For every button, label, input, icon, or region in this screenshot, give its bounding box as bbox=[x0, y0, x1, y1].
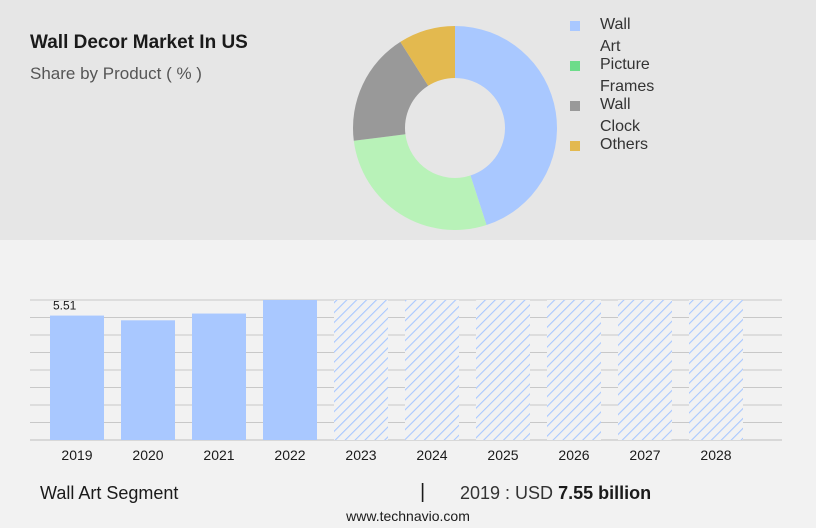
bar-2024 bbox=[405, 300, 459, 440]
x-tick-label: 2027 bbox=[629, 447, 660, 463]
bar-2020 bbox=[121, 320, 175, 440]
segment-label: Wall Art Segment bbox=[40, 483, 179, 503]
bar-2021 bbox=[192, 313, 246, 440]
x-tick-label: 2020 bbox=[132, 447, 163, 463]
donut-chart bbox=[353, 26, 557, 230]
chart-subtitle: Share by Product ( % ) bbox=[30, 64, 202, 83]
slice-wall-clock bbox=[353, 41, 429, 141]
legend-swatch-wall-art bbox=[570, 21, 580, 31]
bar-2023 bbox=[334, 300, 388, 440]
legend-swatch-wall-clock bbox=[570, 101, 580, 111]
x-tick-label: 2022 bbox=[274, 447, 305, 463]
x-tick-label: 2024 bbox=[416, 447, 447, 463]
bar-2027 bbox=[618, 300, 672, 440]
chart-title: Wall Decor Market In US bbox=[30, 32, 248, 53]
bar-2025 bbox=[476, 300, 530, 440]
legend-label: Wall Clock bbox=[600, 96, 641, 135]
bar-2022 bbox=[263, 300, 317, 440]
x-tick-label: 2021 bbox=[203, 447, 234, 463]
data-label: 5.51 bbox=[53, 299, 77, 313]
source-url: www.technavio.com bbox=[346, 508, 470, 524]
bar-2019 bbox=[50, 315, 104, 440]
segment-value: 2019 : USD 7.55 billion bbox=[460, 483, 651, 504]
x-tick-label: 2023 bbox=[345, 447, 376, 463]
x-tick-label: 2019 bbox=[61, 447, 92, 463]
slice-wall-art bbox=[455, 26, 557, 226]
footer-separator: | bbox=[420, 481, 426, 503]
legend-swatch-others bbox=[570, 141, 580, 151]
legend-label: Others bbox=[600, 136, 649, 153]
slice-others bbox=[400, 26, 455, 86]
bar-2028 bbox=[689, 300, 743, 440]
x-tick-label: 2026 bbox=[558, 447, 589, 463]
legend-swatch-picture-frames bbox=[570, 61, 580, 71]
segment-year: 2019 : USD bbox=[460, 483, 554, 503]
slice-picture-frames bbox=[353, 134, 487, 230]
x-tick-label: 2028 bbox=[700, 447, 731, 463]
bar-chart: 2019 5.51 2020 2021 2022 2023 2024 2025 2026 2027… bbox=[30, 299, 782, 463]
segment-value-amount: 7.55 billion bbox=[558, 483, 652, 503]
legend-label: Wall Art bbox=[600, 16, 631, 55]
bar-2026 bbox=[547, 300, 601, 440]
legend-label: Picture Frames bbox=[600, 56, 655, 95]
x-tick-label: 2025 bbox=[487, 447, 518, 463]
